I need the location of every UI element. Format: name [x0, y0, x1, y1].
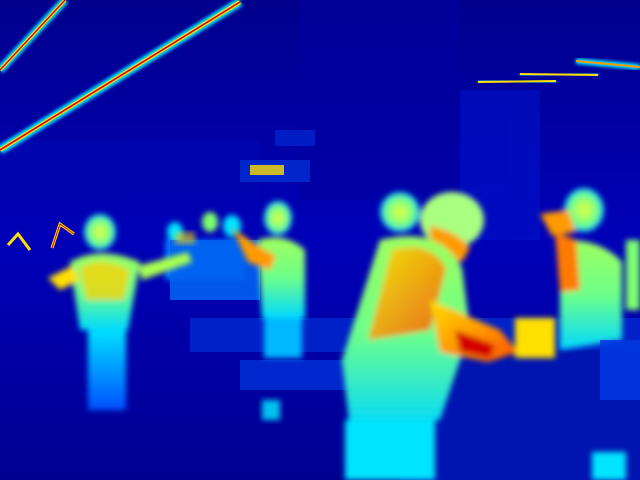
worker-right-at-bench [540, 188, 640, 480]
worker-center-facing-left [232, 201, 305, 358]
ceiling-fixture-row [250, 58, 640, 175]
foreground-equipment [262, 340, 640, 420]
worker-far-left-arms-raised [48, 214, 192, 410]
ceiling-light-tube [0, 0, 243, 154]
hanging-objects [6, 221, 75, 251]
worker-center-back-row [175, 232, 195, 244]
worker-foreground-leaning [342, 192, 555, 480]
